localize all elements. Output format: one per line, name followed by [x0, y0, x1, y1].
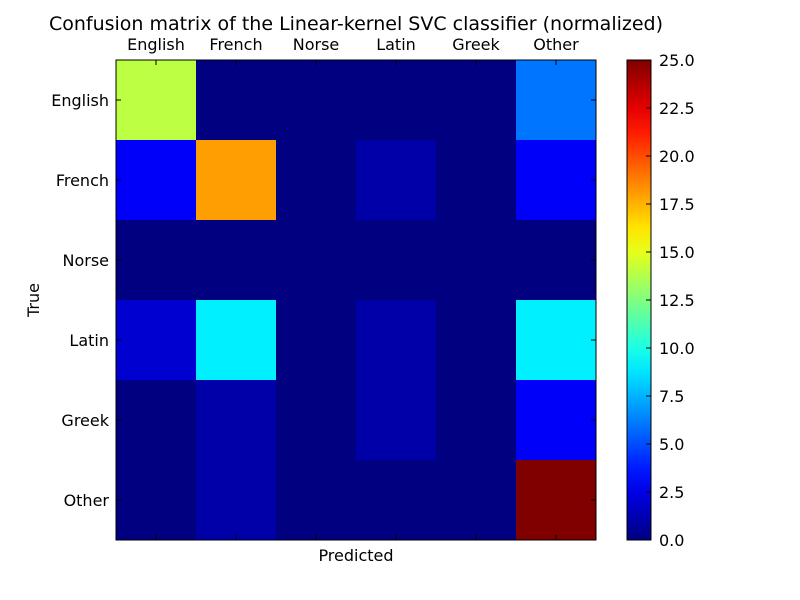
y-tick-label: English: [51, 91, 109, 110]
heatmap-cell: [356, 220, 437, 301]
colorbar-tick-label: 17.5: [659, 195, 695, 214]
heatmap-cell: [436, 60, 517, 141]
colorbar-tick-label: 2.5: [659, 483, 684, 502]
colorbar-ticks: 0.0 2.5 5.0 7.5 10.0 12.5 15.0 17.5 20.0 22.5 25.0: [646, 51, 695, 550]
heatmap-cell: [436, 300, 517, 381]
heatmap-cell: [276, 300, 357, 381]
colorbar-tick-label: 12.5: [659, 291, 695, 310]
colorbar-tick-label: 7.5: [659, 387, 684, 406]
heatmap-cell: [116, 220, 197, 301]
heatmap-cell: [196, 380, 277, 461]
heatmap-cell: [356, 140, 437, 221]
colorbar-tick-label: 15.0: [659, 243, 695, 262]
heatmap-cell: [356, 380, 437, 461]
x-tick-label: English: [127, 35, 185, 54]
y-tick-labels: English French Norse Latin Greek Other: [51, 91, 596, 510]
x-tick-label: Norse: [293, 35, 340, 54]
x-tick-label: Other: [533, 35, 579, 54]
x-tick-label: French: [209, 35, 262, 54]
heatmap-cell: [516, 140, 597, 221]
colorbar-tick-label: 5.0: [659, 435, 684, 454]
heatmap-cell: [436, 380, 517, 461]
heatmap-cell: [116, 460, 197, 541]
colorbar-tick-label: 0.0: [659, 531, 684, 550]
heatmap-cell: [196, 300, 277, 381]
heatmap-frame: [115, 59, 597, 541]
heatmap-cell: [276, 460, 357, 541]
y-tick-label: Norse: [62, 251, 109, 270]
heatmap-cell: [516, 380, 597, 461]
heatmap-cell: [516, 60, 597, 141]
heatmap-cell: [516, 220, 597, 301]
y-tick-label: French: [56, 171, 109, 190]
heatmap-cell: [116, 60, 197, 141]
heatmap-cell: [196, 460, 277, 541]
x-axis-label: Predicted: [318, 546, 393, 565]
heatmap-cell: [196, 220, 277, 301]
heatmap-cell: [356, 60, 437, 141]
colorbar-tick-label: 25.0: [659, 51, 695, 70]
y-axis-label: True: [24, 283, 43, 318]
y-tick-label: Other: [64, 491, 110, 510]
heatmap-cell: [436, 220, 517, 301]
x-tick-labels: English French Norse Latin Greek Other: [127, 35, 579, 540]
heatmap-cell: [116, 300, 197, 381]
heatmap-cells: [116, 60, 597, 541]
heatmap-cell: [516, 300, 597, 381]
heatmap-cell: [196, 60, 277, 141]
x-tick-label: Latin: [376, 35, 416, 54]
colorbar-tick-label: 10.0: [659, 339, 695, 358]
heatmap-cell: [436, 140, 517, 221]
heatmap-cell: [196, 140, 277, 221]
heatmap-cell: [276, 140, 357, 221]
chart-title: Confusion matrix of the Linear-kernel SV…: [49, 13, 663, 35]
heatmap-cell: [516, 460, 597, 541]
y-tick-label: Greek: [61, 411, 109, 430]
colorbar-tick-label: 22.5: [659, 99, 695, 118]
heatmap-cell: [276, 380, 357, 461]
heatmap-cell: [116, 380, 197, 461]
x-tick-label: Greek: [452, 35, 500, 54]
y-tick-label: Latin: [69, 331, 109, 350]
heatmap-cell: [276, 220, 357, 301]
heatmap-cell: [356, 460, 437, 541]
colorbar-tick-label: 20.0: [659, 147, 695, 166]
heatmap-cell: [436, 460, 517, 541]
heatmap-cell: [276, 60, 357, 141]
heatmap-cell: [356, 300, 437, 381]
heatmap-cell: [116, 140, 197, 221]
